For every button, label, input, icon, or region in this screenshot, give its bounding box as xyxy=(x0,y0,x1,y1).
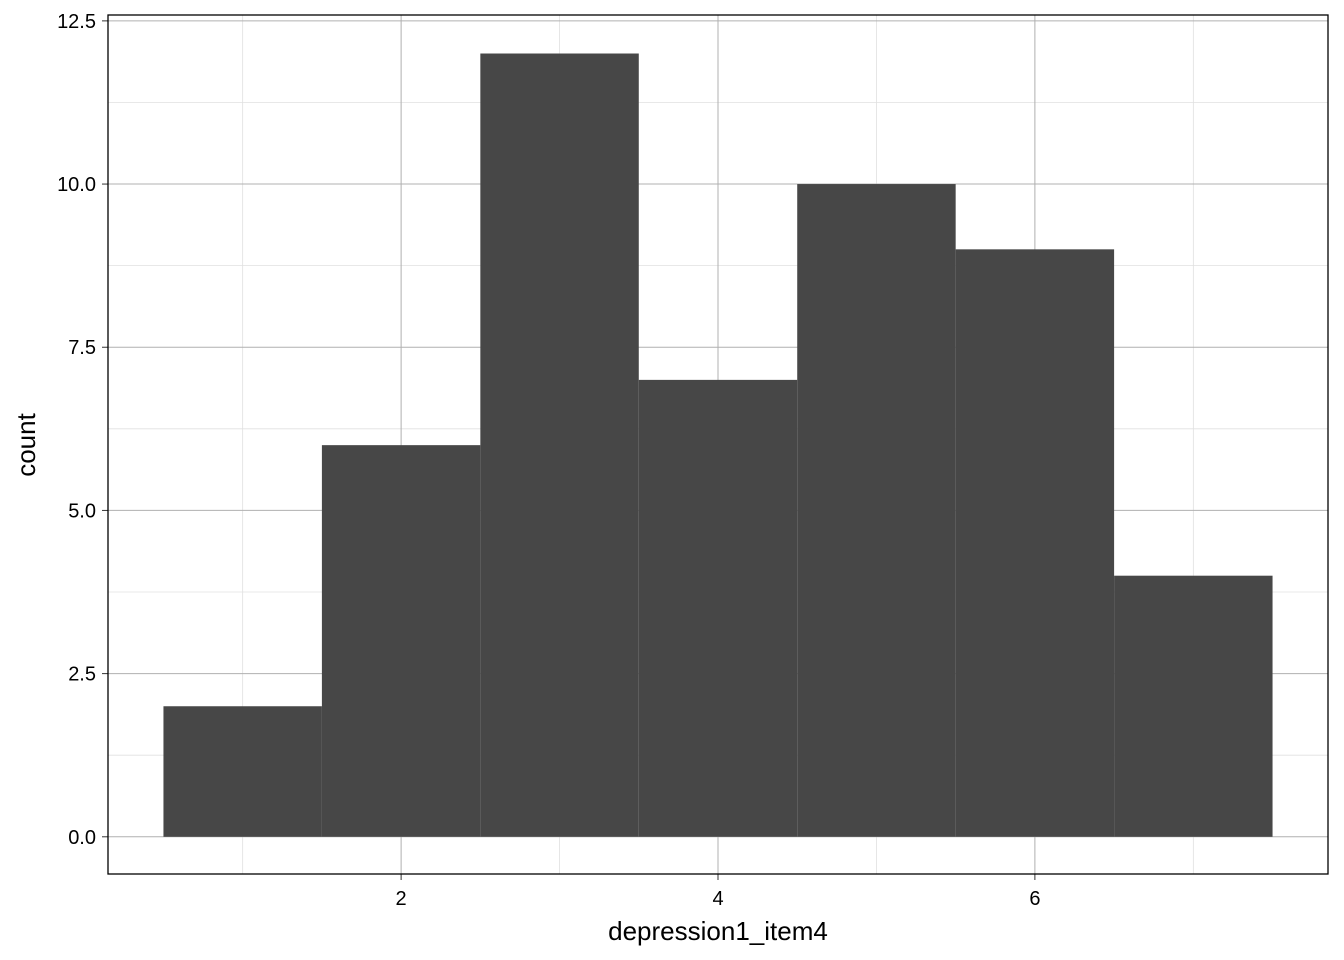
bar xyxy=(321,445,481,837)
panel-border xyxy=(107,14,1329,875)
y-tick-label: 12.5 xyxy=(57,11,96,33)
bar xyxy=(638,379,798,837)
y-axis-title: count xyxy=(11,412,41,476)
y-tick-label: 2.5 xyxy=(68,664,96,686)
bar xyxy=(1114,575,1273,837)
x-tick-label: 6 xyxy=(1029,888,1040,910)
y-tick-label: 0.0 xyxy=(68,827,96,849)
x-tick-label: 4 xyxy=(712,888,723,910)
bar xyxy=(480,53,639,837)
x-axis-title: depression1_item4 xyxy=(608,916,828,946)
y-tick-label: 10.0 xyxy=(57,174,96,196)
y-tick-label: 7.5 xyxy=(68,337,96,359)
y-tick-label: 5.0 xyxy=(68,500,96,522)
bar xyxy=(955,249,1115,837)
x-tick-label: 2 xyxy=(396,888,407,910)
bar xyxy=(797,184,956,837)
bar xyxy=(163,706,322,837)
